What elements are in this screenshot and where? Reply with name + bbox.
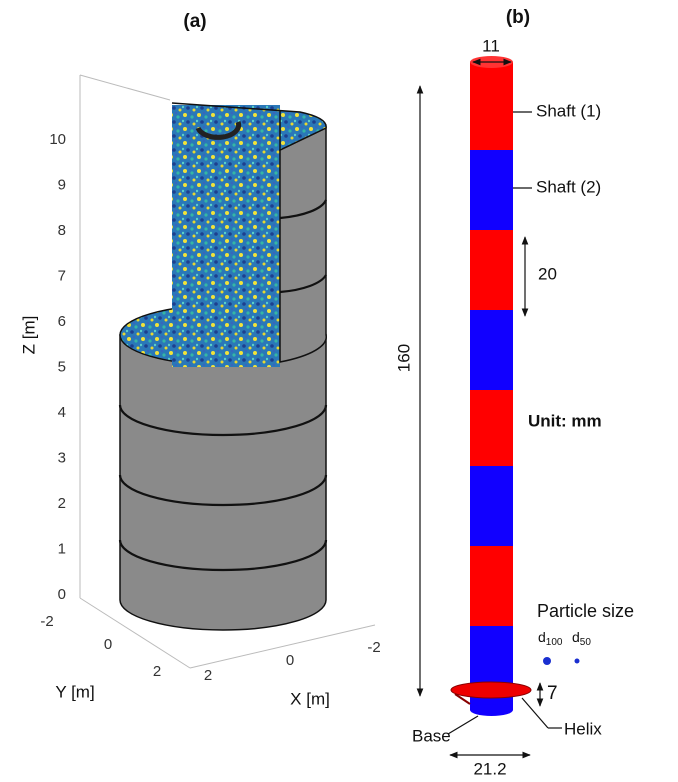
legend-dot <box>543 657 551 665</box>
z-tick-label: 7 <box>58 267 66 284</box>
x-axis-label: X [m] <box>290 689 330 708</box>
callout-label: Shaft (1) <box>536 101 601 120</box>
legend-entry: d50 <box>572 629 591 648</box>
z-tick-label: 9 <box>58 176 66 193</box>
callout-label: Helix <box>564 719 602 738</box>
y-axis-label: Y [m] <box>55 682 94 701</box>
z-tick-label: 3 <box>58 449 66 466</box>
legend-entry: d100 <box>538 629 563 648</box>
y-tick-label: -2 <box>40 613 53 630</box>
z-tick-label: 0 <box>58 586 66 603</box>
dimension-label: 21.2 <box>473 759 506 778</box>
callout-label: Base <box>412 726 451 745</box>
dimension-label: 160 <box>394 344 413 372</box>
z-tick-label: 2 <box>58 495 66 512</box>
panel-label: (b) <box>506 7 530 28</box>
x-tick-label: -2 <box>367 639 380 656</box>
z-tick-label: 10 <box>49 131 66 148</box>
z-tick-label: 4 <box>58 404 66 421</box>
dimension-label: 20 <box>538 264 557 283</box>
dimension-label: 11 <box>482 36 500 55</box>
z-tick-label: 8 <box>58 222 66 239</box>
unit-label: Unit: mm <box>528 411 602 430</box>
legend-dot <box>574 658 580 664</box>
z-tick-label: 6 <box>58 313 66 330</box>
axes-box <box>79 74 376 669</box>
y-tick-label: 2 <box>153 663 161 680</box>
z-tick-label: 1 <box>58 540 66 557</box>
panel-label: (a) <box>183 11 206 32</box>
z-axis-label: Z [m] <box>19 316 38 355</box>
y-tick-label: 0 <box>104 636 112 653</box>
x-tick-label: 2 <box>204 667 212 684</box>
dimension-label: 7 <box>547 683 558 704</box>
silo-render <box>118 102 328 631</box>
callout-label: Shaft (2) <box>536 177 601 196</box>
z-tick-label: 5 <box>58 358 66 375</box>
legend-title: Particle size <box>537 601 634 621</box>
x-tick-label: 0 <box>286 652 294 669</box>
pile-render <box>450 56 532 716</box>
